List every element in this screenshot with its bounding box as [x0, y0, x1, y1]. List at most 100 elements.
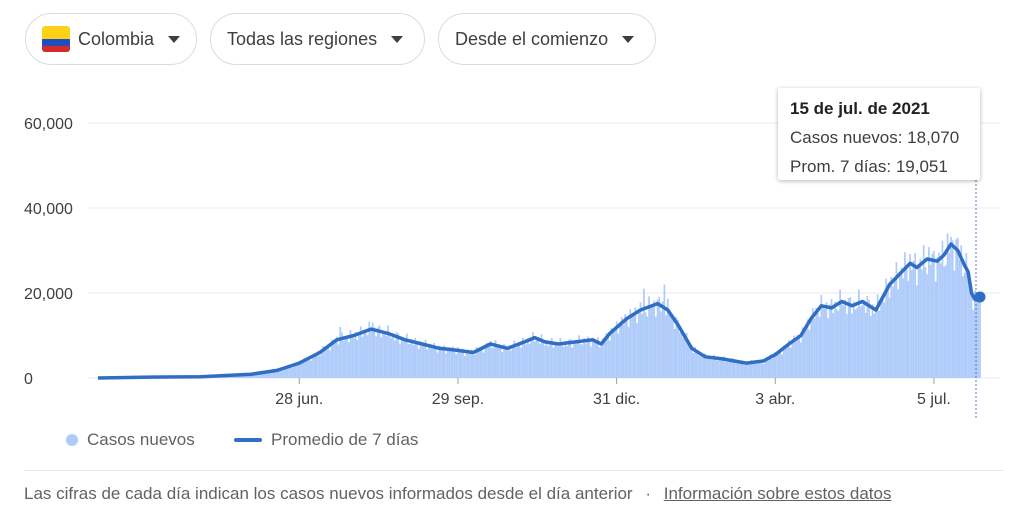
- case-bar: [706, 359, 708, 378]
- case-bar: [370, 329, 372, 378]
- case-bar: [767, 358, 770, 378]
- case-bar: [898, 276, 901, 378]
- case-bar: [810, 318, 812, 378]
- case-bar: [784, 345, 787, 378]
- case-bar: [637, 310, 640, 378]
- case-bar: [738, 363, 741, 378]
- country-label: Colombia: [77, 28, 154, 49]
- case-bar: [260, 371, 263, 378]
- case-bar: [419, 341, 422, 378]
- case-bar: [842, 305, 845, 378]
- tooltip-cases: Casos nuevos: 18,070: [790, 128, 960, 147]
- case-bar: [390, 337, 393, 378]
- case-bar: [627, 326, 630, 378]
- case-bar: [716, 360, 719, 378]
- case-bar: [554, 342, 557, 378]
- case-bar: [441, 348, 444, 378]
- case-bar: [762, 363, 765, 378]
- case-bar: [388, 336, 391, 378]
- case-bar: [830, 298, 833, 378]
- case-bar: [800, 342, 802, 378]
- case-bar: [975, 295, 978, 378]
- case-bar: [545, 340, 548, 378]
- region-dropdown[interactable]: Todas las regiones: [210, 13, 425, 65]
- case-bar: [573, 341, 575, 378]
- y-tick-label: 20,000: [24, 286, 73, 303]
- country-dropdown[interactable]: Colombia: [25, 13, 197, 65]
- case-bar: [330, 339, 333, 378]
- case-bar: [272, 372, 275, 378]
- case-bar: [487, 346, 490, 378]
- cases-chart[interactable]: 0 20,000 40,000 60,000 28 jun. 29 sep. 31 dic…: [0, 80, 1025, 425]
- case-bar: [950, 236, 952, 378]
- case-bar: [527, 338, 529, 378]
- case-bar: [909, 254, 911, 378]
- case-bar: [501, 351, 504, 378]
- case-bar: [665, 315, 667, 378]
- case-bar: [503, 344, 505, 378]
- case-bar: [486, 342, 488, 378]
- case-bar: [320, 352, 323, 378]
- case-bar: [380, 337, 383, 378]
- case-bar: [262, 372, 265, 378]
- case-bar: [726, 359, 729, 378]
- case-bar: [672, 315, 674, 378]
- case-bar: [840, 303, 843, 378]
- case-bar: [873, 313, 876, 378]
- case-bar: [694, 346, 696, 378]
- case-bar: [346, 337, 348, 378]
- case-bar: [322, 345, 325, 378]
- case-bar: [910, 269, 913, 378]
- legend-line[interactable]: Promedio de 7 días: [234, 430, 418, 450]
- case-bar: [885, 278, 888, 378]
- case-bar: [887, 284, 889, 378]
- case-bar: [504, 345, 507, 378]
- highlight-point: [974, 291, 986, 303]
- case-bar: [941, 240, 944, 378]
- case-bar: [250, 374, 253, 378]
- case-bar: [518, 343, 521, 378]
- case-bar: [632, 314, 635, 378]
- case-bar: [801, 327, 804, 378]
- case-bar: [619, 326, 621, 378]
- legend-dot-icon: [66, 434, 78, 446]
- case-bar: [305, 360, 307, 378]
- x-tick-label: 3 abr.: [755, 391, 795, 408]
- case-bar: [412, 345, 415, 378]
- case-bar: [539, 343, 541, 378]
- case-bar: [965, 252, 968, 378]
- chevron-down-icon: [168, 35, 180, 43]
- case-bar: [405, 333, 408, 378]
- case-bar: [719, 360, 722, 378]
- case-bar: [943, 266, 946, 378]
- case-bar: [533, 341, 536, 378]
- case-bar: [434, 347, 437, 378]
- case-bar: [404, 340, 406, 378]
- case-bar: [820, 294, 823, 378]
- case-bar: [359, 326, 362, 378]
- case-bar: [912, 260, 915, 378]
- case-bar: [748, 363, 751, 378]
- y-tick-label: 60,000: [24, 116, 73, 133]
- case-bar: [516, 344, 519, 378]
- case-bar: [597, 337, 599, 378]
- case-bar: [298, 361, 301, 378]
- case-bar: [900, 267, 903, 378]
- case-bar: [286, 367, 289, 378]
- case-bar: [765, 358, 768, 378]
- legend-bars[interactable]: Casos nuevos: [66, 430, 195, 450]
- data-info-link[interactable]: Información sobre estos datos: [663, 484, 892, 503]
- case-bar: [400, 336, 403, 378]
- case-bar: [861, 304, 864, 378]
- case-bar: [851, 313, 853, 378]
- case-bar: [245, 374, 248, 378]
- case-bar: [730, 361, 732, 378]
- case-bar: [605, 333, 608, 378]
- case-bar: [967, 277, 969, 378]
- tooltip-date: 15 de jul. de 2021: [790, 99, 930, 118]
- case-bar: [520, 347, 522, 378]
- case-bar: [556, 344, 558, 378]
- period-dropdown[interactable]: Desde el comienzo: [438, 13, 656, 65]
- case-bar: [895, 262, 898, 378]
- case-bar: [462, 348, 464, 378]
